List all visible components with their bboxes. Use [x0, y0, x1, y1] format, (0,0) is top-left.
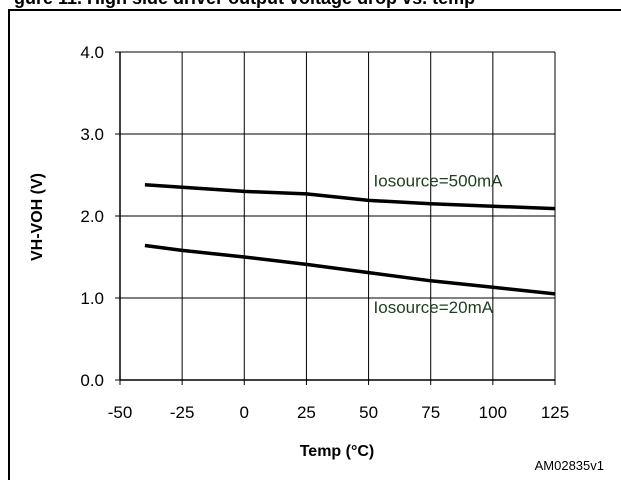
series-labels: Iosource=500mA Iosource=20mA: [374, 171, 504, 316]
y-tick-label: 0.0: [80, 371, 104, 390]
series-label-iosource-500ma: Iosource=500mA: [374, 171, 504, 190]
y-tick-labels: 0.0 1.0 2.0 3.0 4.0: [80, 43, 104, 390]
y-tick-label: 4.0: [80, 43, 104, 62]
x-tick-label: -25: [170, 403, 195, 422]
series-label-iosource-20ma: Iosource=20mA: [374, 298, 494, 317]
x-tick-label: 25: [297, 403, 316, 422]
series-line-iosource-20ma: [144, 243, 556, 296]
x-tick-label: 75: [421, 403, 440, 422]
x-tick-label: -50: [108, 403, 133, 422]
x-tick-label: 0: [240, 403, 249, 422]
series-line-iosource-500ma: [144, 183, 556, 211]
figure-header: gure 11. High side driver output voltage…: [14, 0, 475, 8]
y-axis-title: VH-VOH (V): [29, 173, 46, 261]
horizontal-gridlines: [120, 51, 555, 299]
axes: [115, 51, 556, 385]
y-tick-label: 2.0: [80, 207, 104, 226]
y-tick-label: 3.0: [80, 125, 104, 144]
x-tick-label: 50: [359, 403, 378, 422]
x-tick-label: 100: [479, 403, 507, 422]
x-tick-label: 125: [541, 403, 569, 422]
x-tick-labels: -50 -25 0 25 50 75 100 125: [108, 403, 569, 422]
series-lines: [144, 183, 556, 296]
plot-area: -50 -25 0 25 50 75 100 125 0.0 1.0 2.0 3.0 4.0 Ioso…: [80, 43, 569, 422]
y-tick-label: 1.0: [80, 289, 104, 308]
figure-reference-code: AM02835v1: [535, 458, 604, 473]
x-axis-title: Temp (°C): [300, 443, 375, 460]
